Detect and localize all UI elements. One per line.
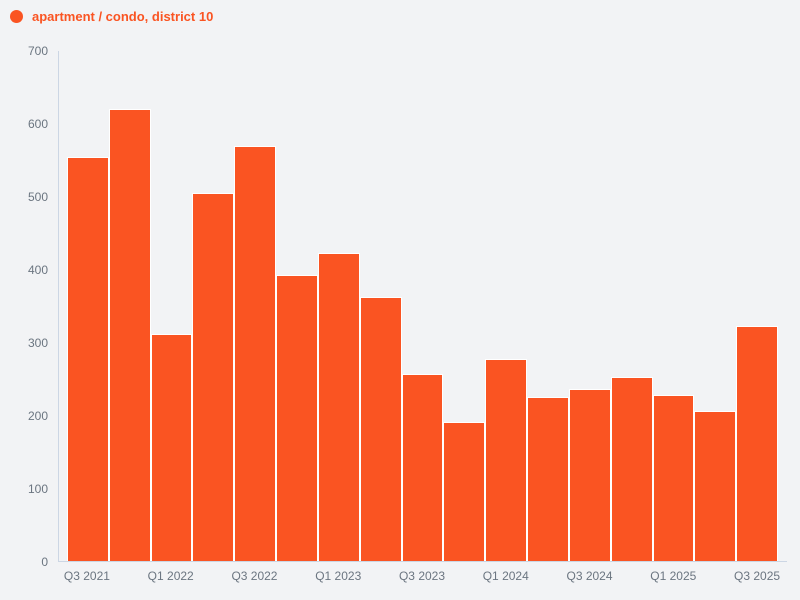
x-tick-label: Q3 2023 — [398, 569, 446, 583]
bar-q4-2024[interactable] — [610, 377, 653, 561]
bar-q2-2024[interactable] — [527, 397, 569, 561]
bar-q4-2022[interactable] — [276, 274, 318, 561]
x-tick-label: Q1 2022 — [147, 569, 194, 583]
bar-q2-2025[interactable] — [694, 410, 737, 561]
bar-q3-2022[interactable] — [234, 145, 277, 561]
bar-q1-2024[interactable] — [485, 359, 528, 561]
bar-q2-2022[interactable] — [192, 193, 235, 561]
bar-q4-2023[interactable] — [443, 421, 486, 561]
x-tick-label: Q3 2024 — [566, 569, 613, 583]
y-axis-labels: 0 100 200 300 400 500 600 700 — [0, 45, 48, 568]
legend-label: apartment / condo, district 10 — [32, 9, 214, 24]
legend-marker-icon — [10, 9, 23, 23]
y-tick-label: 200 — [27, 409, 48, 423]
y-tick-label: 400 — [27, 263, 48, 277]
y-tick-label: 500 — [27, 190, 48, 204]
x-tick-label: Q1 2024 — [482, 569, 529, 583]
bar-q3-2021[interactable] — [67, 156, 109, 561]
bars-container — [67, 51, 779, 561]
y-tick-label: 300 — [27, 336, 48, 350]
x-tick-label: Q3 2021 — [63, 569, 110, 583]
x-tick-label: Q3 2022 — [231, 569, 278, 583]
y-tick-label: 700 — [27, 44, 48, 58]
bar-q3-2025[interactable] — [736, 326, 779, 561]
y-tick-label: 600 — [27, 117, 48, 131]
plot-area — [58, 51, 787, 562]
x-tick-label: Q3 2025 — [734, 569, 781, 583]
bar-q1-2022[interactable] — [150, 334, 193, 561]
y-tick-label: 100 — [27, 482, 48, 496]
x-tick-label: Q1 2023 — [315, 569, 362, 583]
x-tick-label: Q1 2025 — [650, 569, 697, 583]
bar-q3-2024[interactable] — [568, 389, 611, 561]
bar-q1-2025[interactable] — [652, 394, 695, 561]
bar-q3-2023[interactable] — [401, 373, 444, 561]
x-axis-labels: Q3 2021 Q1 2022 Q3 2022 Q1 2023 Q3 2023 Q1 20… — [63, 569, 781, 586]
y-tick-label: 0 — [41, 555, 48, 569]
bar-q4-2021[interactable] — [108, 109, 151, 561]
bar-q1-2023[interactable] — [317, 252, 360, 561]
bar-q2-2023[interactable] — [359, 296, 402, 561]
legend-item[interactable]: apartment / condo, district 10 — [10, 9, 213, 23]
